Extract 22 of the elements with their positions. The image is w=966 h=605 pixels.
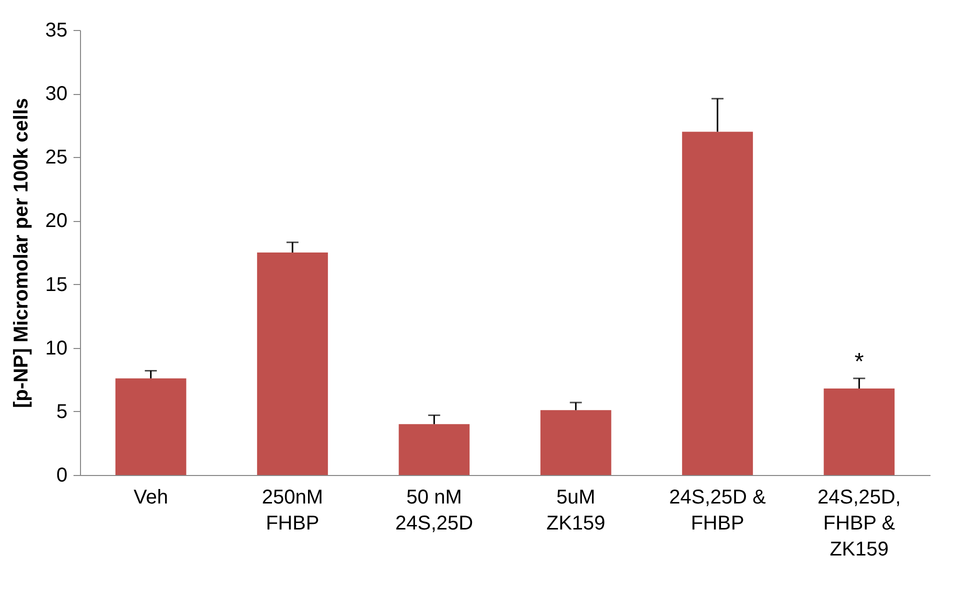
y-tick-label: 5 [56,400,68,423]
x-tick-label: 5uM ZK159 [546,486,606,534]
bar [824,388,895,475]
bar [682,132,753,475]
y-tick-label: 25 [45,146,68,169]
bar [540,410,612,475]
y-tick-label: 15 [45,274,68,296]
bar [257,252,328,475]
y-tick-label: 35 [45,20,68,42]
y-tick-label: 20 [45,210,68,232]
y-tick-label: 10 [45,337,68,360]
y-tick-label: 30 [45,83,68,106]
bar [115,378,186,475]
x-tick-label: 250nM FHBP [262,486,324,534]
y-tick-label: 0 [56,464,68,486]
x-tick-label: Veh [134,486,168,508]
annotation: * [854,348,864,376]
x-tick-label: 50 nM 24S,25D [395,486,474,534]
x-tick-label: 24S,25D & FHBP [669,486,767,534]
bar [398,424,470,475]
x-tick-label: 24S,25D, FHBP & ZK159 [817,486,901,560]
y-axis-title: [p-NP] Micromolar per 100k cells [10,98,32,408]
